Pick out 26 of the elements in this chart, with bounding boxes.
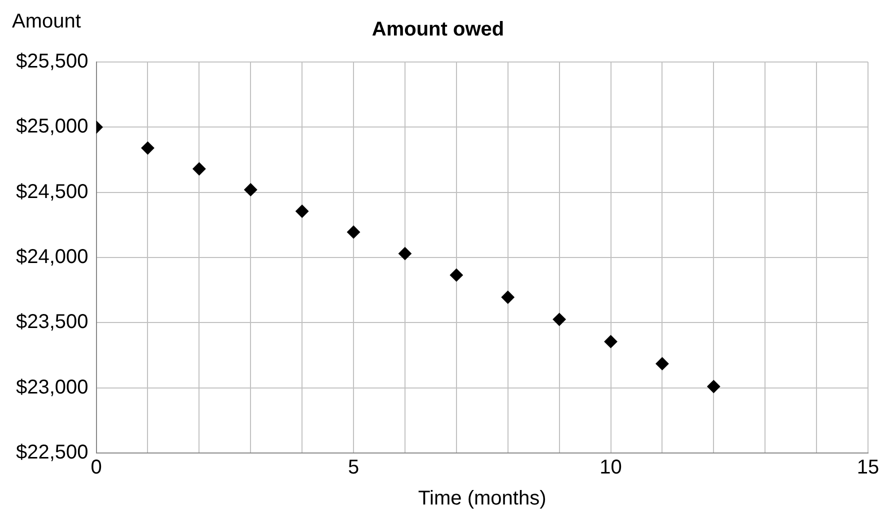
y-tick-label: $22,500 bbox=[16, 442, 88, 464]
y-tick-label: $25,000 bbox=[16, 116, 88, 138]
y-axis-title: Amount bbox=[12, 10, 82, 33]
point bbox=[192, 162, 206, 176]
x-tick-label: 15 bbox=[856, 456, 880, 479]
point bbox=[501, 290, 514, 304]
point bbox=[707, 380, 720, 394]
chart-title: Amount owed bbox=[372, 18, 504, 41]
x-tick-label: 0 bbox=[90, 456, 102, 479]
x-tick-label: 10 bbox=[600, 456, 622, 479]
point bbox=[450, 268, 463, 282]
y-tick-label: $24,500 bbox=[16, 180, 88, 203]
x-axis-title: Time (months) bbox=[418, 488, 546, 510]
y-tick-label: $23,500 bbox=[16, 311, 88, 334]
y-tick-label: $25,500 bbox=[16, 50, 88, 73]
point bbox=[347, 226, 360, 239]
x-tick-label: 5 bbox=[348, 456, 360, 479]
y-tick-label: $24,000 bbox=[16, 246, 88, 268]
point bbox=[398, 247, 412, 260]
point bbox=[604, 335, 618, 348]
point bbox=[296, 204, 309, 218]
point bbox=[141, 142, 154, 155]
point bbox=[656, 357, 669, 370]
point bbox=[244, 183, 258, 196]
y-tick-label: $23,000 bbox=[16, 376, 88, 398]
point bbox=[552, 312, 566, 326]
